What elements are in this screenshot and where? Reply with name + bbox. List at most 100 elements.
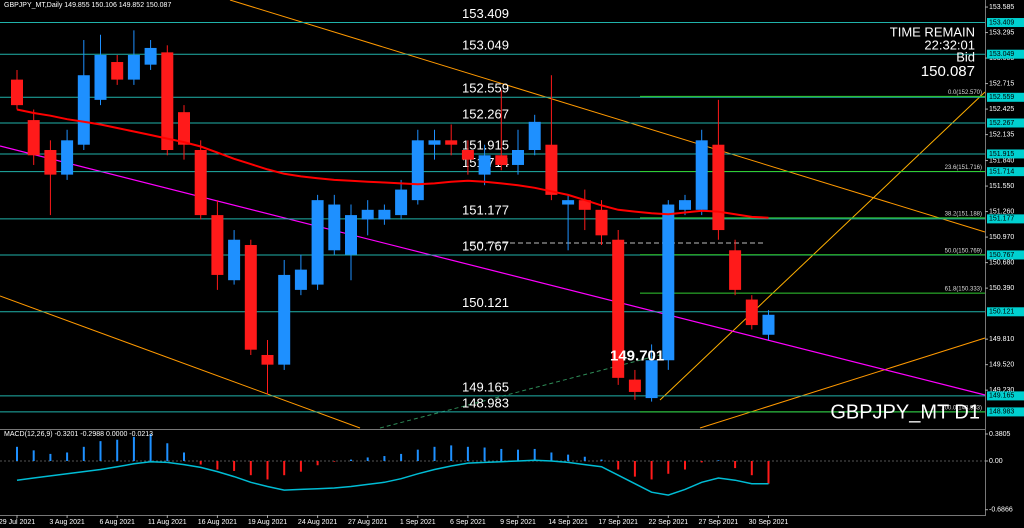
fib-label: 0.0(152.570): [948, 90, 982, 96]
macd-bar: [132, 436, 135, 462]
candle-body: [178, 112, 190, 145]
macd-bar: [333, 461, 336, 462]
macd-bar: [216, 461, 219, 470]
level-box: [987, 250, 1024, 260]
candle-body: [712, 144, 725, 231]
macd-bar: [600, 459, 603, 462]
macd-bar: [734, 461, 737, 469]
macd-bar: [233, 461, 236, 471]
macd-bar: [99, 441, 102, 462]
level-box-label: 153.409: [989, 19, 1014, 26]
level-box: [987, 49, 1024, 59]
levels: 153.409153.049152.559152.267151.915151.7…: [0, 6, 985, 413]
macd-bar: [533, 448, 536, 462]
fib-label: 50.0(150.769): [945, 248, 982, 254]
candle-body: [94, 54, 107, 100]
macd-bar: [433, 446, 436, 462]
macd-bar: [750, 461, 753, 476]
level-box: [987, 92, 1024, 102]
fib-label: 23.6(151.716): [945, 165, 982, 171]
macd-bar: [383, 456, 386, 462]
macd-bar: [199, 461, 202, 465]
macd-bar: [82, 446, 85, 462]
y-tick-label: 151.840: [989, 157, 1014, 164]
candle-body: [111, 62, 124, 80]
chart-header: GBPJPY_MT,Daily 149.855 150.106 149.852 …: [4, 2, 171, 9]
y-tick-label: 151.260: [989, 208, 1014, 215]
macd-bar: [149, 434, 152, 462]
level-label: 150.767: [462, 238, 509, 253]
x-tick-label: 22 Sep 2021: [648, 519, 688, 526]
trendline: [699, 337, 986, 429]
macd-bar: [617, 461, 620, 470]
candle-body: [528, 121, 541, 150]
candle-body: [411, 140, 424, 201]
y-tick-label: 152.425: [989, 106, 1014, 113]
price-annotation: 149.701: [610, 348, 664, 365]
candle-body: [378, 209, 391, 220]
level-label: 151.915: [462, 137, 509, 152]
candle-body: [161, 52, 174, 150]
candle-body: [395, 189, 408, 216]
y-tick-label: 152.715: [989, 80, 1014, 87]
macd-bar: [366, 457, 369, 462]
level-box-label: 150.121: [989, 309, 1014, 316]
macd-bar: [16, 446, 18, 462]
level-label: 153.409: [462, 6, 509, 21]
candle-body: [77, 75, 90, 145]
candles: 149.701: [11, 30, 775, 402]
macd-bar: [684, 461, 686, 470]
candle-body: [545, 144, 558, 195]
y-tick-label: 149.230: [989, 387, 1014, 394]
level-box: [987, 391, 1024, 401]
time-remain: 22:32:01: [924, 37, 975, 52]
y-tick-label: 150.390: [989, 285, 1014, 292]
x-tick-label: 19 Aug 2021: [248, 519, 287, 526]
x-tick-label: 3 Aug 2021: [49, 519, 85, 526]
level-box-label: 151.915: [989, 151, 1014, 158]
level-label: 152.267: [462, 106, 509, 121]
macd-label: MACD(12,26,9) -0.3201 -0.2988 0.0000 -0.…: [4, 431, 153, 438]
macd-tick-label: -0.6866: [989, 507, 1013, 514]
macd-bar: [66, 452, 69, 462]
candle-body: [278, 274, 291, 365]
level-box: [987, 307, 1024, 317]
level-box-label: 150.767: [989, 252, 1014, 259]
candle-body: [228, 239, 241, 281]
macd-bar: [166, 443, 169, 462]
level-box-label: 148.983: [989, 409, 1014, 416]
candle-body: [144, 47, 157, 65]
candle-body: [127, 54, 140, 80]
macd-bar: [183, 452, 185, 462]
macd-bar: [316, 461, 319, 466]
macd-bar: [700, 461, 703, 463]
x-tick-label: 9 Sep 2021: [500, 519, 536, 526]
level-label: 148.983: [462, 395, 509, 410]
x-tick-label: 17 Sep 2021: [598, 519, 638, 526]
fib-label: 100.0(148.983): [941, 405, 982, 411]
candle-body: [211, 215, 224, 275]
y-tick-label: 152.135: [989, 131, 1014, 138]
x-tick-label: 1 Sep 2021: [400, 519, 436, 526]
fib-label: 61.8(150.333): [945, 287, 982, 293]
candle-body: [478, 155, 491, 175]
x-tick-label: 11 Aug 2021: [148, 519, 187, 526]
level-box: [987, 149, 1024, 159]
x-tick-label: 16 Aug 2021: [198, 519, 237, 526]
macd-bar: [767, 461, 770, 484]
candle-body: [445, 140, 458, 145]
macd-bar: [717, 460, 720, 462]
candle-body: [578, 200, 591, 210]
macd-bar: [517, 449, 519, 462]
macd-signal: [16, 459, 769, 496]
macd-bar: [299, 461, 302, 472]
bid-label: Bid: [956, 49, 975, 64]
level-box-label: 152.559: [989, 94, 1014, 101]
macd-bar: [49, 453, 52, 462]
level-label: 153.049: [462, 38, 509, 53]
macd-bar: [266, 461, 269, 480]
candle-body: [495, 155, 508, 165]
trendline: [0, 145, 986, 396]
macd-bar: [283, 461, 286, 476]
